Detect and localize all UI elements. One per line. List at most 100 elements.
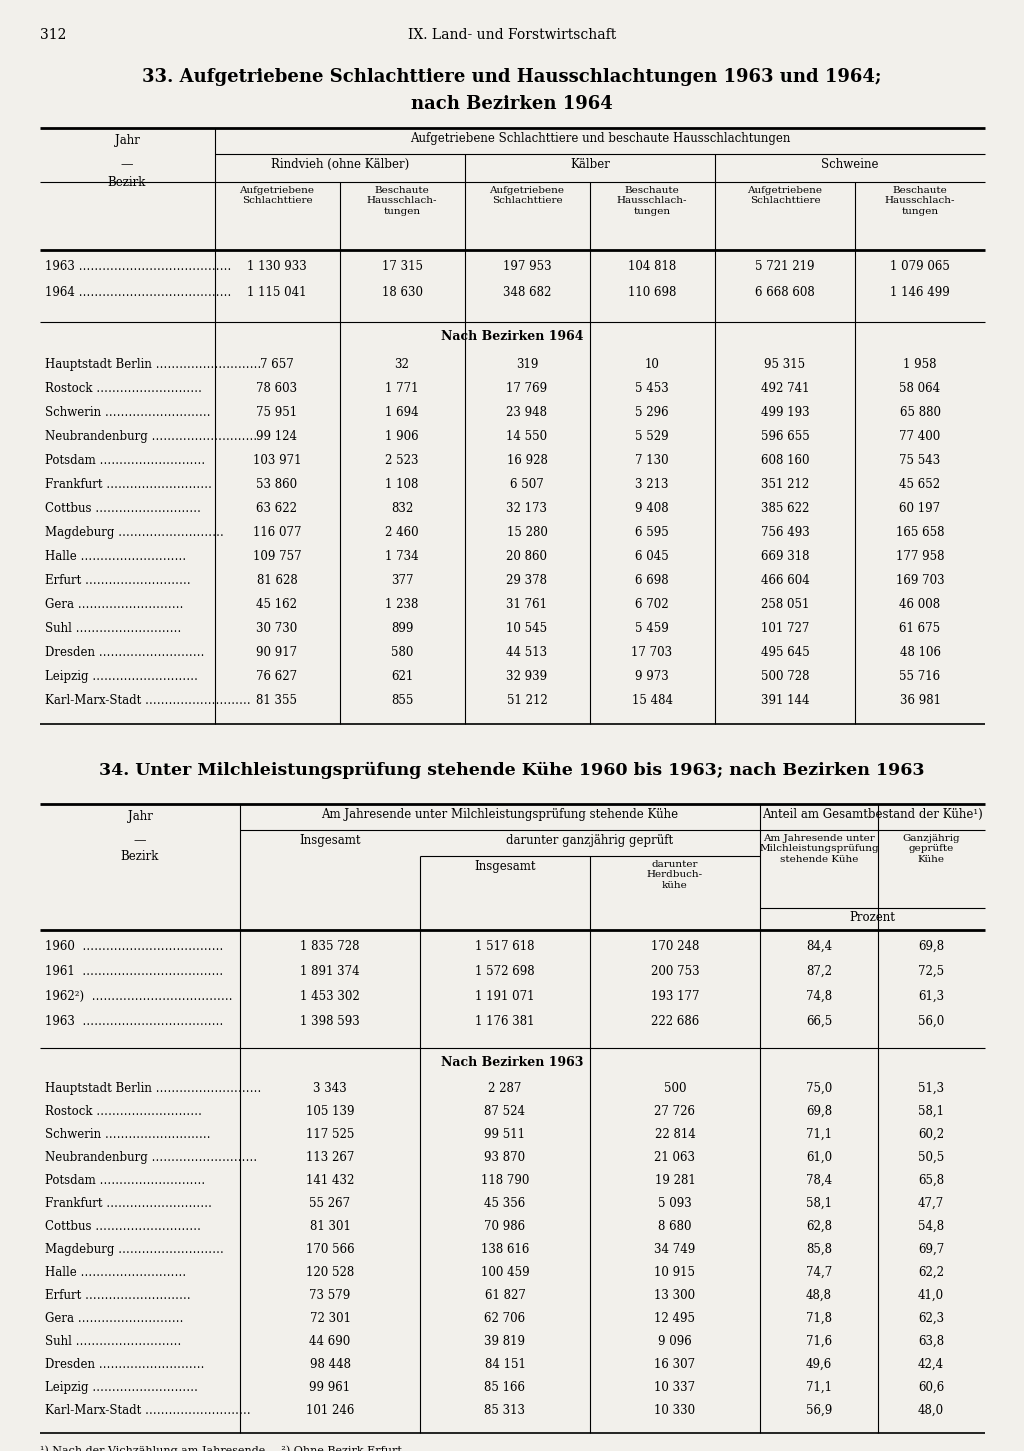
Text: 60,6: 60,6 xyxy=(918,1381,944,1394)
Text: 165 658: 165 658 xyxy=(896,527,944,538)
Text: 45 356: 45 356 xyxy=(484,1197,525,1210)
Text: 2 523: 2 523 xyxy=(385,454,419,467)
Text: 1 694: 1 694 xyxy=(385,406,419,419)
Text: 1 398 593: 1 398 593 xyxy=(300,1016,359,1027)
Text: 6 045: 6 045 xyxy=(635,550,669,563)
Text: Rindvieh (ohne Kälber): Rindvieh (ohne Kälber) xyxy=(271,158,410,171)
Text: 19 281: 19 281 xyxy=(654,1174,695,1187)
Text: 93 870: 93 870 xyxy=(484,1151,525,1164)
Text: 69,8: 69,8 xyxy=(806,1106,833,1119)
Text: 51 212: 51 212 xyxy=(507,694,548,707)
Text: 197 953: 197 953 xyxy=(503,260,551,273)
Text: 85 313: 85 313 xyxy=(484,1405,525,1418)
Text: Anteil am Gesamtbestand der Kühe¹): Anteil am Gesamtbestand der Kühe¹) xyxy=(762,808,982,821)
Text: 385 622: 385 622 xyxy=(761,502,809,515)
Text: 78,4: 78,4 xyxy=(806,1174,833,1187)
Text: 95 315: 95 315 xyxy=(765,358,806,371)
Text: 48,8: 48,8 xyxy=(806,1288,831,1302)
Text: 29 378: 29 378 xyxy=(507,575,548,588)
Text: 32: 32 xyxy=(394,358,410,371)
Text: Nach Bezirken 1963: Nach Bezirken 1963 xyxy=(440,1056,584,1069)
Text: 200 753: 200 753 xyxy=(650,965,699,978)
Text: 101 727: 101 727 xyxy=(761,622,809,636)
Text: 99 124: 99 124 xyxy=(256,429,298,443)
Text: Karl-Marx-Stadt ………………………: Karl-Marx-Stadt ……………………… xyxy=(45,1405,251,1418)
Text: 53 860: 53 860 xyxy=(256,477,298,490)
Text: 2 460: 2 460 xyxy=(385,527,419,538)
Text: 492 741: 492 741 xyxy=(761,382,809,395)
Text: 1 734: 1 734 xyxy=(385,550,419,563)
Text: Aufgetriebene Schlachttiere und beschaute Hausschlachtungen: Aufgetriebene Schlachttiere und beschaut… xyxy=(410,132,791,145)
Text: ¹) Nach der Vichzählung am Jahresende. – ²) Ohne Bezirk Erfurt.: ¹) Nach der Vichzählung am Jahresende. –… xyxy=(40,1445,406,1451)
Text: 3 343: 3 343 xyxy=(313,1082,347,1096)
Text: 1963  ………………………………: 1963 ……………………………… xyxy=(45,1016,223,1027)
Text: Suhl ………………………: Suhl ……………………… xyxy=(45,1335,181,1348)
Text: Halle ………………………: Halle ……………………… xyxy=(45,1267,186,1278)
Text: 319: 319 xyxy=(516,358,539,371)
Text: 12 495: 12 495 xyxy=(654,1312,695,1325)
Text: 76 627: 76 627 xyxy=(256,670,298,683)
Text: Schweine: Schweine xyxy=(821,158,879,171)
Text: 5 721 219: 5 721 219 xyxy=(756,260,815,273)
Text: Erfurt ………………………: Erfurt ……………………… xyxy=(45,575,190,588)
Text: 58,1: 58,1 xyxy=(918,1106,944,1119)
Text: Aufgetriebene
Schlachttiere: Aufgetriebene Schlachttiere xyxy=(489,186,564,206)
Text: Insgesamt: Insgesamt xyxy=(299,834,360,847)
Text: 116 077: 116 077 xyxy=(253,527,301,538)
Text: 621: 621 xyxy=(391,670,413,683)
Text: 34. Unter Milchleistungsprüfung stehende Kühe 1960 bis 1963; nach Bezirken 1963: 34. Unter Milchleistungsprüfung stehende… xyxy=(99,762,925,779)
Text: 65 880: 65 880 xyxy=(899,406,940,419)
Text: 71,6: 71,6 xyxy=(806,1335,833,1348)
Text: 120 528: 120 528 xyxy=(306,1267,354,1278)
Text: 222 686: 222 686 xyxy=(651,1016,699,1027)
Text: 46 008: 46 008 xyxy=(899,598,941,611)
Text: 71,1: 71,1 xyxy=(806,1381,831,1394)
Text: 75 543: 75 543 xyxy=(899,454,941,467)
Text: 77 400: 77 400 xyxy=(899,429,941,443)
Text: 61,0: 61,0 xyxy=(806,1151,833,1164)
Text: Jahr: Jahr xyxy=(128,810,153,823)
Text: 27 726: 27 726 xyxy=(654,1106,695,1119)
Text: —: — xyxy=(121,158,133,171)
Text: 23 948: 23 948 xyxy=(507,406,548,419)
Text: 74,7: 74,7 xyxy=(806,1267,833,1278)
Text: Hauptstadt Berlin ………………………: Hauptstadt Berlin ……………………… xyxy=(45,358,261,371)
Text: 58 064: 58 064 xyxy=(899,382,941,395)
Text: 7 130: 7 130 xyxy=(635,454,669,467)
Text: 61 675: 61 675 xyxy=(899,622,941,636)
Text: Potsdam ………………………: Potsdam ……………………… xyxy=(45,1174,205,1187)
Text: 6 698: 6 698 xyxy=(635,575,669,588)
Text: 1 572 698: 1 572 698 xyxy=(475,965,535,978)
Text: 500: 500 xyxy=(664,1082,686,1096)
Text: 33. Aufgetriebene Schlachttiere und Hausschlachtungen 1963 und 1964;: 33. Aufgetriebene Schlachttiere und Haus… xyxy=(142,68,882,86)
Text: 45 162: 45 162 xyxy=(256,598,298,611)
Text: 98 448: 98 448 xyxy=(309,1358,350,1371)
Text: 6 507: 6 507 xyxy=(510,477,544,490)
Text: 5 459: 5 459 xyxy=(635,622,669,636)
Text: Magdeburg ………………………: Magdeburg ……………………… xyxy=(45,1244,224,1257)
Text: Ganzjährig
geprüfte
Kühe: Ganzjährig geprüfte Kühe xyxy=(902,834,959,863)
Text: 855: 855 xyxy=(391,694,414,707)
Text: 66,5: 66,5 xyxy=(806,1016,833,1027)
Text: 110 698: 110 698 xyxy=(628,286,676,299)
Text: 170 248: 170 248 xyxy=(651,940,699,953)
Text: 169 703: 169 703 xyxy=(896,575,944,588)
Text: 105 139: 105 139 xyxy=(306,1106,354,1119)
Text: Kälber: Kälber xyxy=(570,158,610,171)
Text: 1 079 065: 1 079 065 xyxy=(890,260,950,273)
Text: 1 130 933: 1 130 933 xyxy=(247,260,307,273)
Text: 81 301: 81 301 xyxy=(309,1220,350,1233)
Text: Rostock ………………………: Rostock ……………………… xyxy=(45,1106,202,1119)
Text: Cottbus ………………………: Cottbus ……………………… xyxy=(45,502,201,515)
Text: 141 432: 141 432 xyxy=(306,1174,354,1187)
Text: Neubrandenburg ………………………: Neubrandenburg ……………………… xyxy=(45,1151,257,1164)
Text: Bezirk: Bezirk xyxy=(108,176,146,189)
Text: Leipzig ………………………: Leipzig ……………………… xyxy=(45,670,198,683)
Text: 81 355: 81 355 xyxy=(256,694,298,707)
Text: 69,7: 69,7 xyxy=(918,1244,944,1257)
Text: Gera ………………………: Gera ……………………… xyxy=(45,1312,183,1325)
Text: 61 827: 61 827 xyxy=(484,1288,525,1302)
Text: Potsdam ………………………: Potsdam ……………………… xyxy=(45,454,205,467)
Text: Aufgetriebene
Schlachttiere: Aufgetriebene Schlachttiere xyxy=(748,186,822,206)
Text: Insgesamt: Insgesamt xyxy=(474,860,536,874)
